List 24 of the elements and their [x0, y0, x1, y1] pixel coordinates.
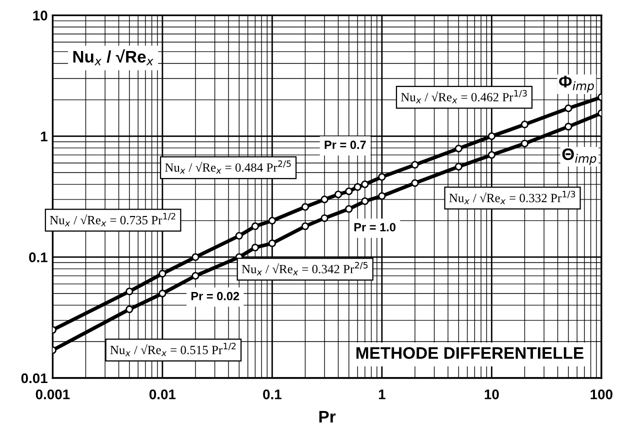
annotation: Nu$_{x}$ / √Re$_{x}$ = 0.735 Pr$^{1/2}$ — [50, 212, 176, 226]
annotation: Pr = 0.7 — [324, 140, 366, 150]
annotation: Pr = 0.02 — [191, 292, 240, 300]
annotation: Nu$_{x}$ / √Re$_{x}$ = 0.515 Pr$^{1/2}$ — [110, 342, 236, 356]
x-tick-label: 0.001 — [36, 389, 70, 400]
annotation: Pr = 1.0 — [354, 223, 396, 232]
x-tick-label: 0.01 — [149, 389, 176, 400]
y-tick-label: 10 — [33, 10, 48, 20]
annotation: Nu$_{x}$ / √Re$_{x}$ = 0.332 Pr$^{1/3}$ — [449, 190, 576, 204]
y-tick-label: 0.1 — [29, 252, 48, 262]
annotation: Nu$_{x}$ / √Re$_{x}$ = 0.342 Pr$^{2/5}$ — [242, 262, 368, 276]
annotation: Nu$_{x}$ / √Re$_{x}$ = 0.462 Pr$^{1/3}$ — [400, 90, 527, 104]
y-axis-title: Nu$_{x}$ / √Re$_{x}$ — [73, 49, 154, 66]
x-tick-label: 0.1 — [263, 389, 282, 400]
series-label: Θ$_{imp}$ — [562, 148, 596, 166]
x-axis-title: Pr — [319, 411, 336, 422]
annotation: METHODE DIFFERENTIELLE — [356, 347, 584, 359]
annotation: Nu$_{x}$ / √Re$_{x}$ = 0.484 Pr$^{2/5}$ — [165, 160, 291, 174]
x-tick-label: 10 — [484, 389, 499, 400]
y-tick-label: 1 — [40, 132, 48, 142]
y-tick-label: 0.01 — [21, 373, 48, 384]
x-tick-label: 100 — [590, 389, 612, 400]
series-label: Φ$_{imp}$ — [559, 76, 594, 92]
x-tick-label: 1 — [378, 390, 386, 400]
